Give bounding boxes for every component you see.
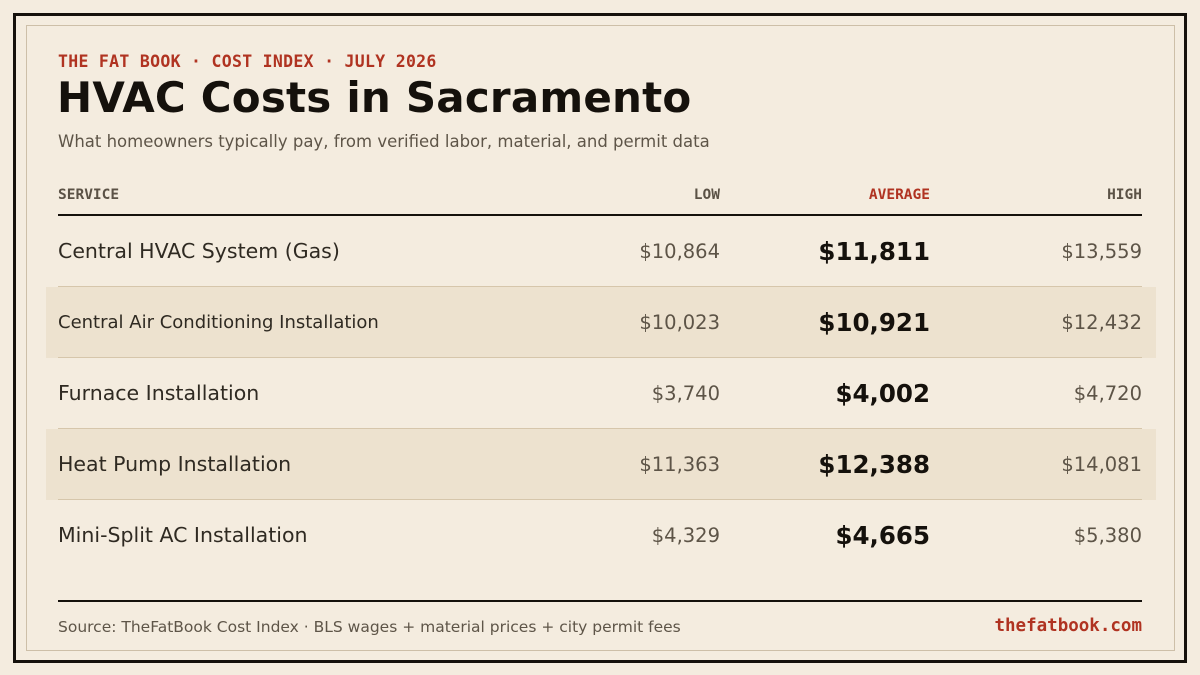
column-header-high: HIGH bbox=[1107, 187, 1142, 203]
column-header-average: AVERAGE bbox=[868, 187, 930, 203]
kicker: THE FAT BOOK · COST INDEX · JULY 2026 bbox=[58, 52, 437, 71]
column-header-low: LOW bbox=[693, 187, 720, 203]
high-cost: $5,380 bbox=[1073, 524, 1142, 547]
high-cost: $13,559 bbox=[1061, 240, 1142, 263]
low-cost: $11,363 bbox=[639, 453, 720, 476]
service-name: Furnace Installation bbox=[58, 381, 260, 405]
row-divider bbox=[58, 428, 1142, 429]
outer-frame bbox=[13, 13, 1187, 663]
table-row: Mini-Split AC Installation $4,329 $4,665… bbox=[46, 500, 1156, 571]
service-name: Central Air Conditioning Installation bbox=[58, 312, 379, 333]
average-cost: $4,665 bbox=[835, 521, 930, 550]
high-cost: $14,081 bbox=[1061, 453, 1142, 476]
row-divider bbox=[58, 499, 1142, 500]
header-rule bbox=[58, 214, 1142, 216]
average-cost: $11,811 bbox=[818, 237, 930, 266]
high-cost: $4,720 bbox=[1073, 382, 1142, 405]
table-row: Furnace Installation $3,740 $4,002 $4,72… bbox=[46, 358, 1156, 429]
row-divider bbox=[58, 286, 1142, 287]
average-cost: $12,388 bbox=[818, 450, 930, 479]
table-row: Central HVAC System (Gas) $10,864 $11,81… bbox=[46, 216, 1156, 287]
page-title: HVAC Costs in Sacramento bbox=[57, 73, 692, 122]
column-header-service: SERVICE bbox=[58, 187, 120, 203]
page-subtitle: What homeowners typically pay, from veri… bbox=[58, 132, 710, 151]
service-name: Mini-Split AC Installation bbox=[58, 523, 308, 547]
service-name: Central HVAC System (Gas) bbox=[58, 239, 340, 263]
low-cost: $10,023 bbox=[639, 311, 720, 334]
source-note: Source: TheFatBook Cost Index · BLS wage… bbox=[58, 618, 681, 636]
average-cost: $4,002 bbox=[835, 379, 930, 408]
footer-rule bbox=[58, 600, 1142, 602]
low-cost: $3,740 bbox=[651, 382, 720, 405]
service-name: Heat Pump Installation bbox=[58, 452, 292, 476]
table-row: Central Air Conditioning Installation $1… bbox=[46, 287, 1156, 358]
average-cost: $10,921 bbox=[818, 308, 930, 337]
low-cost: $4,329 bbox=[651, 524, 720, 547]
inner-frame bbox=[26, 25, 1175, 651]
high-cost: $12,432 bbox=[1061, 311, 1142, 334]
low-cost: $10,864 bbox=[639, 240, 720, 263]
row-divider bbox=[58, 357, 1142, 358]
table-row: Heat Pump Installation $11,363 $12,388 $… bbox=[46, 429, 1156, 500]
site-link[interactable]: thefatbook.com bbox=[994, 616, 1142, 636]
